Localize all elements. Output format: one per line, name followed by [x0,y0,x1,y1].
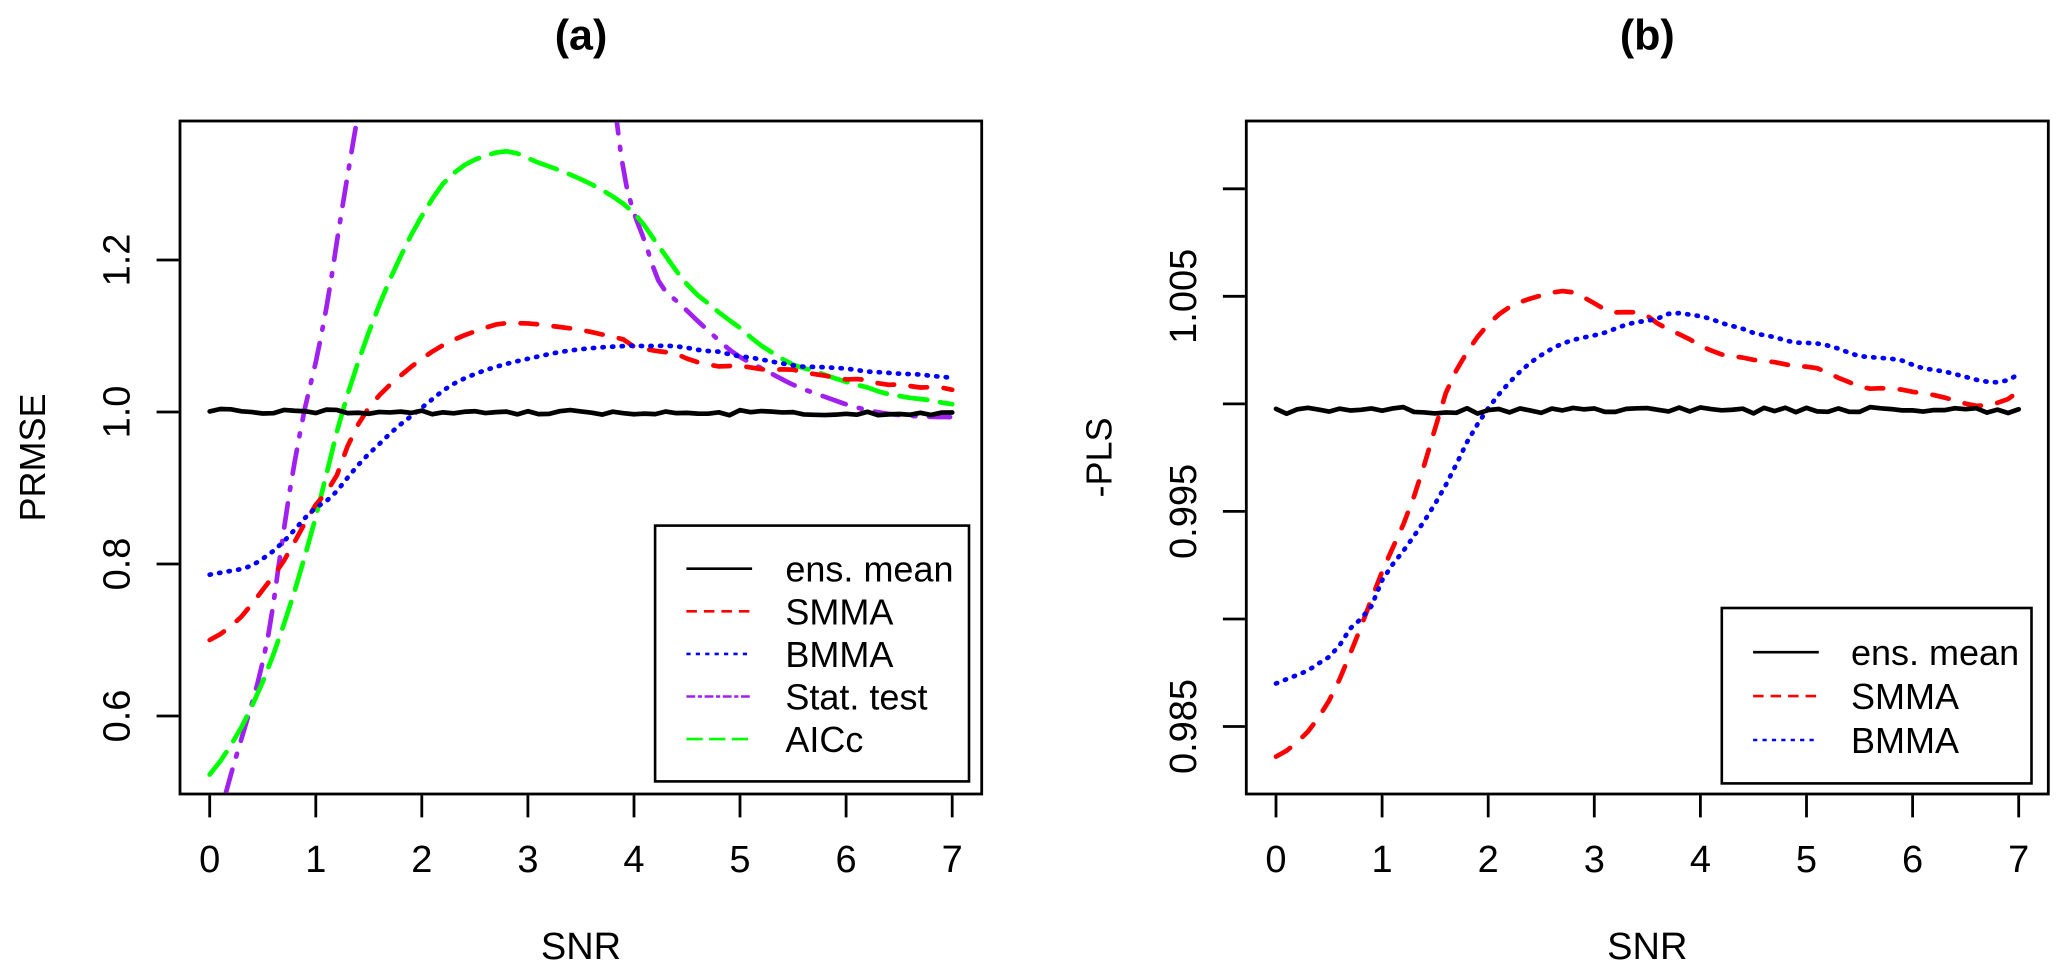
svg-text:SMMA: SMMA [1851,676,1959,717]
svg-text:(a): (a) [555,12,608,60]
svg-text:1: 1 [1372,839,1393,881]
svg-text:1.0: 1.0 [97,386,139,439]
svg-text:0.8: 0.8 [97,538,139,591]
svg-text:6: 6 [836,839,857,881]
svg-text:3: 3 [517,839,538,881]
svg-text:4: 4 [623,839,644,881]
svg-text:ens. mean: ens. mean [785,549,953,590]
svg-text:ens. mean: ens. mean [1851,632,2019,673]
svg-text:0: 0 [1265,839,1286,881]
svg-text:SNR: SNR [1607,926,1687,968]
svg-text:PRMSE: PRMSE [12,393,53,521]
svg-text:BMMA: BMMA [1851,720,1959,761]
svg-text:6: 6 [1902,839,1923,881]
svg-text:SMMA: SMMA [785,591,893,632]
svg-text:5: 5 [729,839,750,881]
svg-text:7: 7 [942,839,963,881]
svg-text:3: 3 [1584,839,1605,881]
svg-text:2: 2 [1478,839,1499,881]
svg-text:0.6: 0.6 [97,690,139,743]
svg-text:Stat. test: Stat. test [785,677,927,718]
svg-text:1: 1 [305,839,326,881]
svg-text:BMMA: BMMA [785,634,893,675]
svg-text:(b): (b) [1620,12,1675,60]
svg-text:5: 5 [1796,839,1817,881]
svg-text:-PLS: -PLS [1079,417,1120,497]
svg-text:SNR: SNR [541,926,621,968]
svg-text:0.995: 0.995 [1163,464,1205,559]
svg-text:1.2: 1.2 [97,234,139,287]
svg-text:7: 7 [2008,839,2029,881]
svg-text:4: 4 [1690,839,1711,881]
svg-text:1.005: 1.005 [1163,249,1205,344]
svg-text:2: 2 [411,839,432,881]
svg-text:AICc: AICc [785,719,863,760]
svg-text:0.985: 0.985 [1163,679,1205,774]
svg-text:0: 0 [199,839,220,881]
